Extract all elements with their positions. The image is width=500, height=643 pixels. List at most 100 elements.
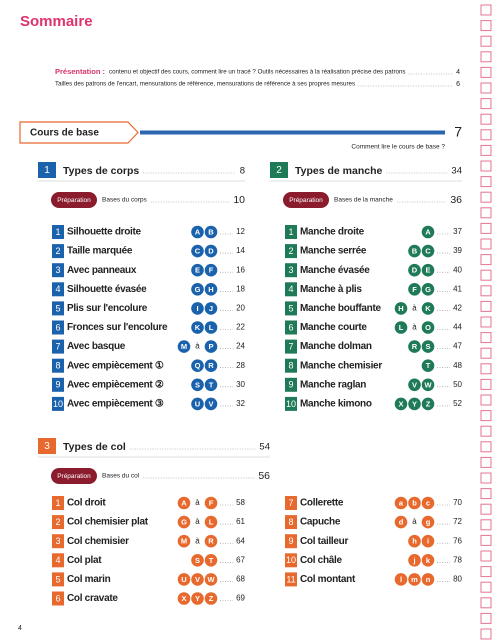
- binding-ring: [480, 332, 492, 344]
- badge-letter: G: [425, 285, 431, 294]
- item-page: 16: [236, 265, 245, 274]
- badge-letter: M: [181, 342, 187, 351]
- badge-letter: F: [412, 285, 417, 294]
- letter-badge: [421, 340, 435, 353]
- letter-badge: [204, 592, 218, 605]
- badge-letter: Z: [426, 399, 431, 408]
- item-page: 76: [453, 536, 462, 545]
- binding-ring: [480, 316, 492, 328]
- letter-badge: [394, 397, 408, 411]
- binding-ring: [480, 82, 492, 94]
- item-number-box: [52, 244, 64, 259]
- item-page: 37: [453, 227, 462, 236]
- badge-letter: Z: [209, 594, 214, 603]
- item-number: 1: [288, 227, 293, 237]
- item-page: 70: [453, 498, 462, 507]
- item-number: 9: [288, 380, 293, 390]
- letter-badge: [204, 302, 218, 315]
- letter-badge: [394, 515, 408, 529]
- badge-letter: d: [399, 518, 404, 527]
- letter-badge: [421, 554, 435, 567]
- item-number-box: [52, 591, 64, 606]
- badge-letter: A: [181, 498, 187, 507]
- item-number-box: [285, 339, 297, 354]
- letter-badge: [191, 554, 204, 567]
- letter-badge: [394, 321, 408, 334]
- item-number-box: [285, 263, 297, 278]
- badge-letter: V: [412, 380, 417, 389]
- letter-badge: [204, 378, 218, 392]
- badge-letter: B: [208, 227, 214, 236]
- letter-badge: [204, 321, 218, 334]
- prep-page: 10: [233, 194, 245, 206]
- item-title: Collerette: [300, 498, 344, 509]
- item-title: Manche chemisier: [300, 360, 382, 371]
- item-title: Avec empiècement ③: [67, 399, 164, 410]
- letter-badge: [408, 534, 421, 548]
- binding-ring: [480, 254, 492, 266]
- letter-badge: [177, 534, 191, 548]
- badge-letter: L: [209, 323, 214, 332]
- badge-letter: S: [425, 342, 430, 351]
- badge-letter: F: [209, 266, 214, 275]
- item-page: 28: [236, 361, 245, 370]
- badge-letter: F: [209, 498, 214, 507]
- letter-badge: [421, 378, 435, 392]
- item-number-box: [52, 358, 64, 373]
- badge-letter: C: [425, 247, 431, 256]
- letter-badge: [408, 340, 421, 353]
- item-title: Col cravate: [67, 593, 118, 604]
- badge-letter: R: [208, 361, 214, 370]
- binding-ring: [480, 566, 492, 578]
- badge-letter: m: [411, 575, 418, 584]
- section-number-box: [38, 162, 56, 178]
- item-page: 20: [236, 304, 245, 313]
- badge-letter: b: [412, 498, 417, 507]
- binding-ring: [480, 472, 492, 484]
- badge-sep: à: [412, 323, 417, 332]
- item-number: 4: [55, 555, 60, 565]
- letter-badge: [408, 397, 421, 411]
- binding-ring: [480, 347, 492, 359]
- badge-letter: I: [196, 304, 198, 313]
- badge-letter: V: [195, 575, 200, 584]
- binding-ring: [480, 503, 492, 515]
- item-page: 80: [453, 575, 462, 584]
- item-number-box: [285, 301, 297, 316]
- badge-letter: K: [195, 323, 201, 332]
- item-number: 10: [286, 399, 296, 409]
- binding-ring: [480, 628, 492, 640]
- item-number-box: [285, 244, 297, 259]
- item-page: 47: [453, 342, 462, 351]
- binding-ring: [480, 35, 492, 47]
- intro-label: Présentation :: [55, 67, 105, 76]
- section-number-box: [270, 162, 288, 178]
- item-title: Avec empiècement ①: [67, 360, 164, 371]
- item-number: 8: [288, 361, 293, 371]
- item-number: 10: [286, 555, 296, 565]
- binding-ring: [480, 363, 492, 375]
- badge-letter: g: [426, 518, 431, 527]
- item-title: Taille marquée: [67, 246, 133, 257]
- binding-ring: [480, 4, 492, 16]
- item-number: 3: [55, 265, 60, 275]
- item-number: 6: [55, 322, 60, 332]
- badge-letter: h: [412, 537, 417, 546]
- letter-badge: [408, 573, 421, 586]
- badge-letter: R: [208, 537, 214, 546]
- badge-letter: a: [399, 498, 404, 507]
- badge-letter: c: [426, 498, 430, 507]
- item-number: 8: [55, 361, 60, 371]
- binding-ring: [480, 222, 492, 234]
- letter-badge: [191, 321, 204, 334]
- item-number-box: [52, 301, 64, 316]
- letter-badge: [191, 244, 204, 258]
- binding-ring: [480, 113, 492, 125]
- item-title: Col châle: [300, 555, 342, 566]
- letter-badge: [421, 321, 435, 334]
- badge-letter: V: [208, 399, 213, 408]
- badge-letter: M: [181, 537, 187, 546]
- section-number: 2: [276, 165, 282, 176]
- badge-letter: n: [426, 575, 431, 584]
- item-number-box: [285, 320, 297, 335]
